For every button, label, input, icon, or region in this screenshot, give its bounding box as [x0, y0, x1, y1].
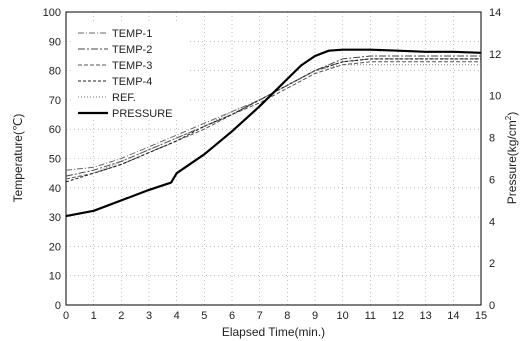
y-tick-label: 50 — [49, 154, 61, 166]
x-tick-label: 12 — [392, 310, 404, 322]
y-tick-label: 80 — [49, 66, 61, 78]
legend: TEMP-1 TEMP-2 TEMP-3 TEMP-4 REF. PRESSURE — [74, 24, 190, 120]
series-layer — [65, 48, 482, 218]
legend-label: REF. — [112, 92, 136, 104]
y2-tick-label: 2 — [489, 258, 495, 270]
legend-label: TEMP-4 — [112, 76, 152, 88]
x-tick-label: 6 — [229, 310, 235, 322]
y-tick-label: 60 — [49, 124, 61, 136]
legend-label: TEMP-3 — [112, 60, 152, 72]
y2-tick-label: 6 — [489, 174, 495, 186]
ticks: 0 1 2 3 4 5 6 7 8 9 10 11 12 13 14 15010203040506070809… — [43, 7, 502, 322]
y-axis-label: Temperature(℃) — [11, 114, 25, 203]
x-tick-label: 15 — [475, 310, 487, 322]
legend-label: TEMP-1 — [112, 28, 152, 40]
series-line-temp-3 — [65, 61, 481, 180]
x-tick-label: 10 — [337, 310, 349, 322]
x-tick-label: 13 — [420, 310, 432, 322]
x-tick-label: 2 — [118, 310, 124, 322]
x-axis-label: Elapsed Time(min.) — [222, 325, 325, 339]
x-tick-label: 0 — [63, 310, 69, 322]
x-tick-label: 1 — [91, 310, 97, 322]
y-tick-label: 90 — [49, 36, 61, 48]
x-tick-label: 8 — [284, 310, 290, 322]
y2-axis-label-close: ) — [505, 112, 519, 116]
x-tick-label: 5 — [201, 310, 207, 322]
y2-tick-label: 8 — [489, 133, 495, 145]
y2-tick-label: 10 — [489, 91, 501, 103]
legend-box — [74, 24, 190, 120]
y2-axis-label: Pressure(kg/cm2) — [504, 112, 519, 204]
y-tick-label: 10 — [49, 271, 61, 283]
y2-tick-label: 0 — [489, 300, 495, 312]
legend-label: TEMP-2 — [112, 44, 152, 56]
y2-tick-label: 14 — [489, 7, 501, 19]
y-tick-label: 100 — [43, 7, 61, 19]
y-tick-label: 20 — [49, 241, 61, 253]
x-tick-label: 11 — [365, 310, 376, 322]
y-tick-label: 70 — [49, 95, 61, 107]
y-tick-label: 30 — [49, 212, 61, 224]
legend-label: PRESSURE — [112, 108, 173, 120]
x-tick-label: 3 — [146, 310, 152, 322]
y-tick-label: 0 — [55, 300, 61, 312]
y-tick-label: 40 — [49, 183, 61, 195]
x-tick-label: 7 — [257, 310, 263, 322]
x-tick-label: 9 — [312, 310, 318, 322]
x-tick-label: 14 — [447, 310, 459, 322]
x-tick-label: 4 — [174, 310, 180, 322]
plot-frame — [65, 11, 482, 306]
y2-axis-label-sup: 2 — [504, 115, 513, 120]
y2-axis-label-main: Pressure(kg/cm — [505, 120, 519, 204]
y2-tick-label: 4 — [489, 216, 495, 228]
y2-tick-label: 12 — [489, 49, 501, 61]
series-line-pressure — [65, 48, 482, 218]
